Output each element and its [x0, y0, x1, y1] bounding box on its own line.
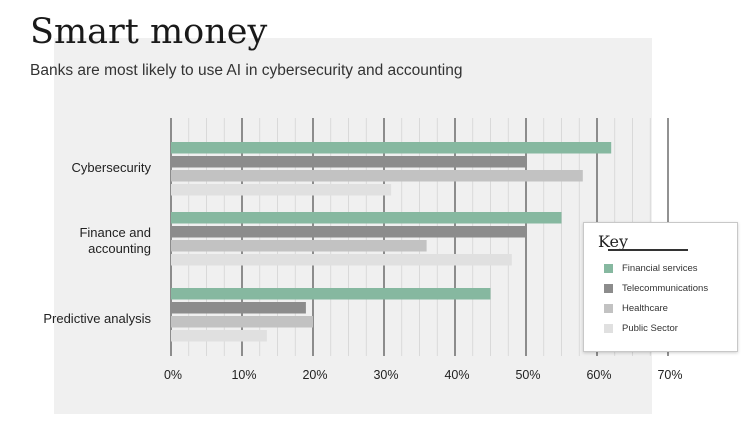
category-label: accounting [88, 241, 151, 256]
x-tick-label: 20% [302, 368, 327, 382]
x-tick-label: 50% [515, 368, 540, 382]
chart-title: Smart money [30, 12, 268, 52]
bar-finance-and-accounting-financial-services [171, 212, 562, 224]
bar-predictive-analysis-public-sector [171, 330, 267, 342]
category-label: Predictive analysis [43, 311, 151, 326]
legend-item-financial-services: Financial services [604, 261, 698, 275]
bar-finance-and-accounting-telecommunications [171, 226, 526, 238]
bar-predictive-analysis-financial-services [171, 288, 491, 300]
legend-title: Key [598, 232, 629, 251]
legend-label: Telecommunications [622, 282, 709, 294]
legend-swatch-healthcare [604, 303, 613, 313]
bar-cybersecurity-telecommunications [171, 156, 526, 168]
legend-label: Public Sector [622, 322, 678, 334]
legend-swatch-financial-services [604, 263, 613, 273]
bar-cybersecurity-public-sector [171, 184, 392, 196]
legend-item-public-sector: Public Sector [604, 321, 678, 335]
x-tick-label: 0% [164, 368, 182, 382]
legend-label: Financial services [622, 262, 698, 274]
bar-predictive-analysis-telecommunications [171, 302, 306, 314]
legend-swatch-telecommunications [604, 283, 613, 293]
bar-cybersecurity-healthcare [171, 170, 583, 182]
legend-item-healthcare: Healthcare [604, 301, 668, 315]
legend-title-underline [608, 249, 688, 251]
x-tick-label: 70% [657, 368, 682, 382]
chart-legend: Key Financial services Telecommunication… [583, 222, 738, 352]
chart-subtitle: Banks are most likely to use AI in cyber… [30, 62, 463, 79]
x-tick-label: 30% [373, 368, 398, 382]
x-tick-label: 10% [231, 368, 256, 382]
category-label: Finance and [79, 225, 151, 240]
legend-item-telecommunications: Telecommunications [604, 281, 708, 295]
bar-finance-and-accounting-public-sector [171, 254, 512, 266]
legend-label: Healthcare [622, 302, 668, 314]
x-tick-label: 60% [586, 368, 611, 382]
bar-predictive-analysis-healthcare [171, 316, 313, 328]
x-tick-label: 40% [444, 368, 469, 382]
bar-cybersecurity-financial-services [171, 142, 612, 154]
bar-finance-and-accounting-healthcare [171, 240, 427, 252]
category-label: Cybersecurity [72, 160, 152, 175]
legend-swatch-public-sector [604, 323, 613, 333]
